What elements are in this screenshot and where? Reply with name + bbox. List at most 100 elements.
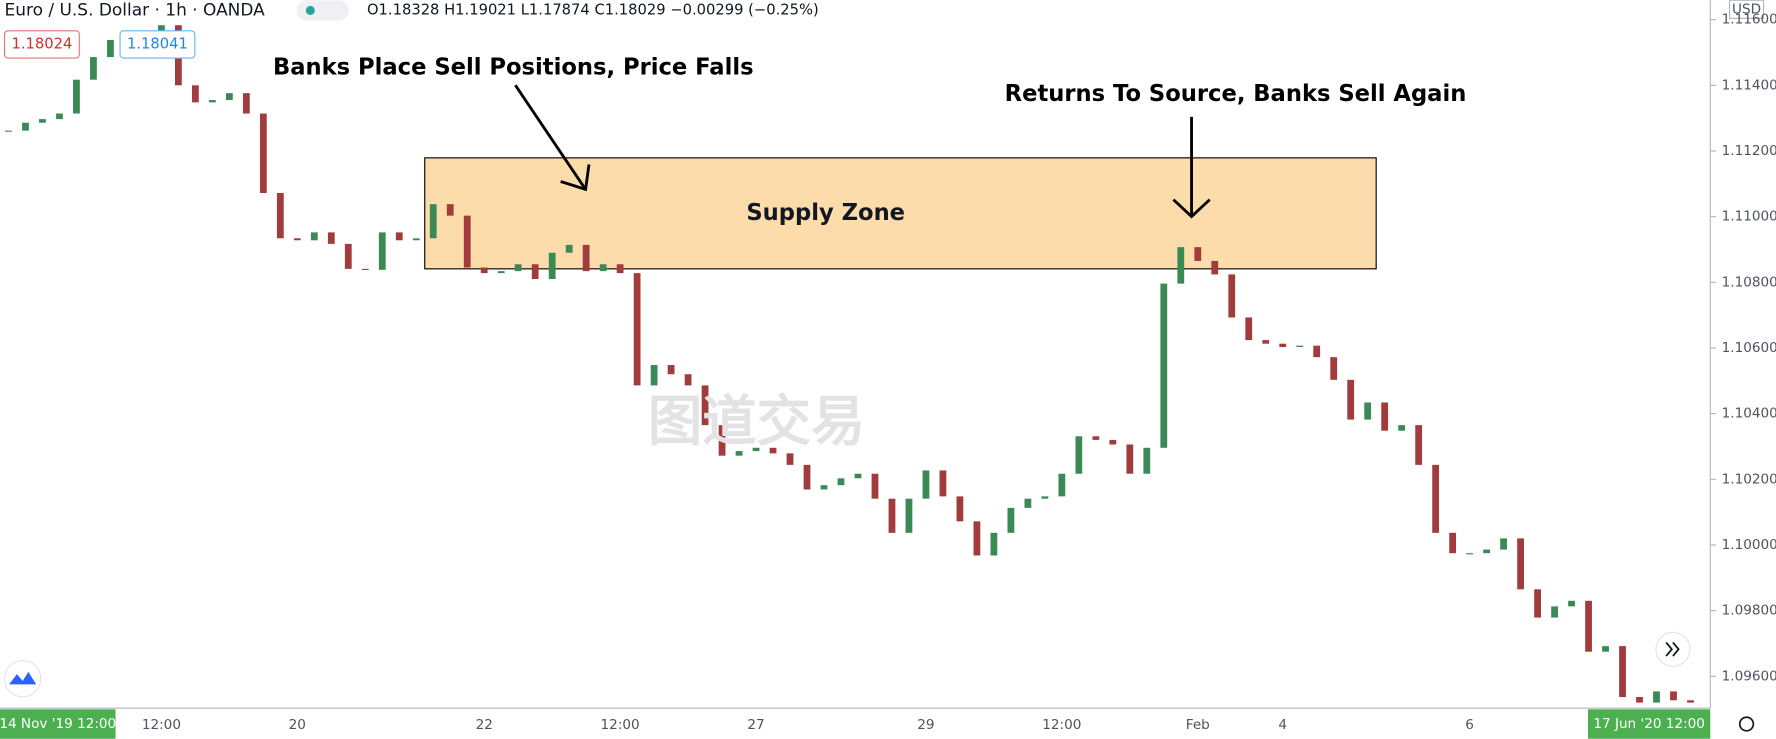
- candle: [973, 521, 981, 556]
- candle: [1449, 532, 1457, 554]
- candle: [718, 425, 726, 456]
- candle: [1160, 283, 1168, 448]
- candle: [480, 267, 488, 274]
- candle: [1381, 402, 1389, 431]
- start-date: 14 Nov '19 12:00: [0, 716, 116, 732]
- candle: [1398, 425, 1406, 431]
- candle: [208, 100, 216, 103]
- candle: [1517, 538, 1524, 590]
- logo-button[interactable]: [3, 660, 42, 698]
- candle: [90, 57, 97, 80]
- candle: [191, 85, 199, 103]
- x-tick-label: 6: [1465, 717, 1474, 733]
- y-tick-label: 1.09600: [1722, 668, 1776, 684]
- candle: [56, 113, 63, 120]
- candle: [837, 478, 845, 486]
- candle: [1058, 473, 1066, 497]
- y-tick-label: 1.11600: [1722, 12, 1776, 28]
- candle: [956, 496, 964, 522]
- status-pill: [296, 0, 349, 21]
- candle: [259, 113, 267, 193]
- x-tick-label: 4: [1278, 717, 1287, 733]
- candle: [378, 232, 386, 270]
- candle: [1177, 247, 1185, 284]
- candle: [1432, 464, 1440, 533]
- arrow-head: [1172, 198, 1211, 219]
- sell-price: 1.18024: [11, 35, 72, 52]
- candle: [803, 464, 811, 490]
- candle: [1585, 600, 1592, 652]
- watermark: 图道交易: [648, 390, 865, 453]
- candle: [1568, 600, 1575, 607]
- candle: [1534, 589, 1541, 618]
- y-tick-label: 1.09800: [1722, 603, 1776, 619]
- candle: [1364, 402, 1372, 420]
- logo: [9, 671, 37, 685]
- x-tick-label: 29: [917, 717, 934, 733]
- candle: [242, 93, 250, 114]
- candle: [548, 252, 556, 280]
- candle: [1313, 345, 1321, 358]
- annotation: Banks Place Sell Positions, Price Falls: [273, 55, 754, 81]
- candle: [225, 93, 233, 101]
- candle: [1636, 696, 1643, 703]
- arrows: [514, 84, 1211, 219]
- candle: [514, 264, 522, 272]
- candle: [73, 79, 80, 114]
- time-axis: [0, 708, 1776, 739]
- y-tick-label: 1.10800: [1722, 274, 1776, 290]
- candle: [871, 473, 879, 499]
- end-date-box: [1587, 709, 1711, 739]
- candle: [1262, 340, 1270, 344]
- candle: [361, 268, 369, 270]
- candle: [1245, 317, 1253, 341]
- y-tick-label: 1.10200: [1722, 471, 1776, 487]
- candle: [1194, 247, 1202, 261]
- candle: [752, 447, 760, 452]
- y-tick-label: 1.11200: [1722, 143, 1776, 159]
- y-tick-label: 1.10000: [1722, 537, 1776, 553]
- candle: [616, 264, 624, 274]
- x-tick-label: Feb: [1186, 717, 1210, 733]
- candle: [854, 473, 862, 479]
- candle: [1092, 436, 1100, 440]
- candle: [429, 204, 437, 239]
- candle: [1075, 436, 1083, 474]
- candle: [1670, 691, 1677, 701]
- candle: [344, 243, 352, 269]
- candle: [1109, 439, 1117, 445]
- candle: [735, 451, 743, 456]
- candle: [1483, 549, 1491, 554]
- candle: [1551, 606, 1558, 618]
- candle: [5, 130, 12, 132]
- candle: [1228, 274, 1236, 318]
- status-dot: [305, 5, 315, 15]
- candle: [667, 365, 675, 375]
- settings-button[interactable]: [1738, 716, 1755, 732]
- candle: [1211, 260, 1219, 275]
- candle: [327, 232, 335, 244]
- arrow-head: [560, 164, 591, 192]
- candle: [1279, 343, 1287, 347]
- buy-button[interactable]: [119, 30, 196, 59]
- candle: [1296, 345, 1304, 347]
- candle: [1687, 700, 1694, 703]
- candle: [990, 532, 998, 556]
- candle: [446, 204, 454, 216]
- y-tick-label: 1.10400: [1722, 406, 1776, 422]
- start-date-box: [0, 709, 116, 739]
- candle: [1126, 444, 1134, 474]
- sell-button[interactable]: [3, 30, 80, 59]
- candle: [293, 238, 301, 241]
- candle: [531, 264, 539, 280]
- x-tick-label: 12:00: [1042, 717, 1081, 733]
- price-axis: [1710, 0, 1776, 739]
- candle: [276, 192, 284, 239]
- candle: [633, 273, 641, 386]
- candle: [1619, 646, 1626, 697]
- x-tick-label: 27: [747, 717, 764, 733]
- candle: [1330, 357, 1338, 380]
- candle: [565, 244, 573, 253]
- x-tick-label: 12:00: [601, 717, 640, 733]
